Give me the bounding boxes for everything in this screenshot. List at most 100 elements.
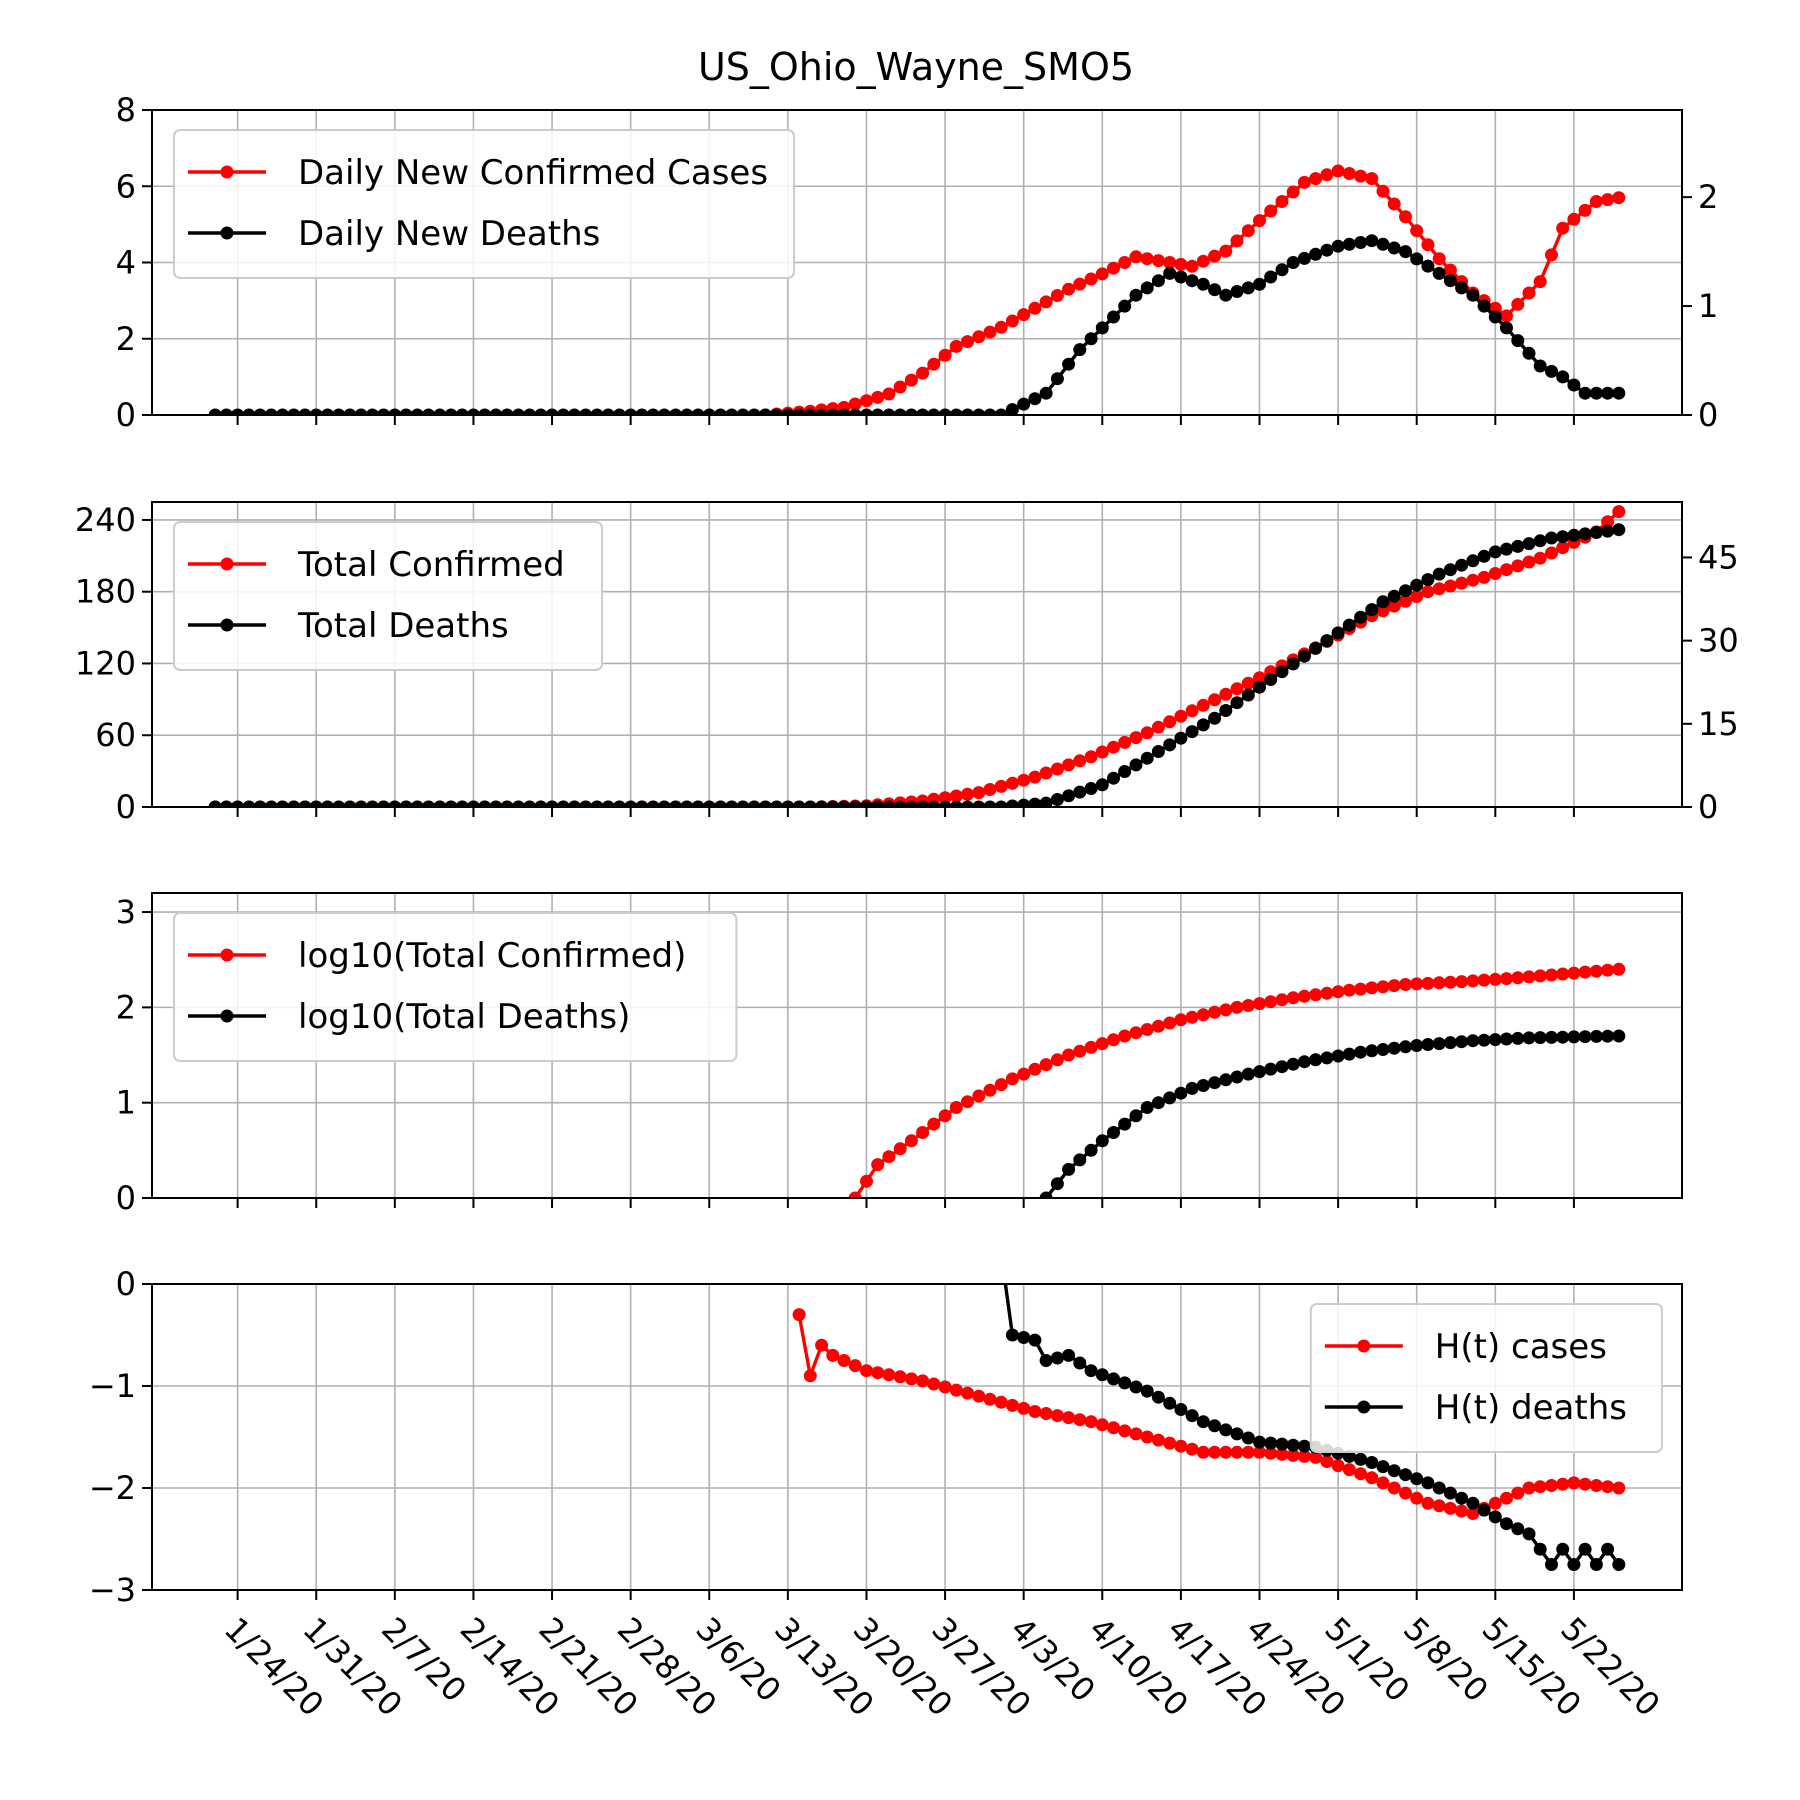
data-point	[904, 800, 918, 807]
axes-frame	[151, 892, 1683, 1199]
axes-frame	[151, 1283, 1683, 1591]
data-point	[1005, 314, 1019, 328]
data-point	[1399, 245, 1412, 259]
data-point	[781, 408, 795, 415]
data-point	[1084, 1040, 1098, 1054]
data-point	[1208, 283, 1222, 297]
data-point	[1354, 1045, 1368, 1059]
data-point	[1533, 359, 1547, 373]
data-point	[916, 366, 930, 380]
legend: Daily New Confirmed Cases Daily New Death…	[173, 129, 795, 279]
data-point	[1140, 726, 1154, 740]
x-tick-label: 5/8/20	[1396, 1610, 1496, 1710]
data-point	[1612, 1481, 1626, 1495]
data-point	[792, 1308, 806, 1322]
data-point	[691, 800, 705, 807]
data-point	[1050, 372, 1064, 386]
data-point	[1533, 1542, 1547, 1556]
data-point	[1410, 1472, 1424, 1486]
data-point	[983, 325, 997, 339]
data-point	[1522, 555, 1536, 569]
legend-box	[173, 912, 738, 1062]
data-point	[1062, 1048, 1076, 1062]
data-point	[1050, 289, 1064, 302]
data-point	[624, 800, 638, 807]
data-point	[949, 1101, 963, 1114]
data-point	[1556, 530, 1570, 544]
data-point	[1118, 1029, 1132, 1043]
data-point	[1612, 1558, 1626, 1571]
data-point	[1567, 378, 1581, 392]
data-point	[410, 800, 424, 807]
data-point	[826, 1348, 840, 1362]
series-h-t-cases	[792, 1308, 1626, 1520]
y-tick-label-right: 0	[1698, 788, 1718, 826]
data-point	[1174, 709, 1188, 723]
data-point	[410, 408, 424, 415]
data-point	[1140, 1384, 1154, 1398]
data-point	[1196, 254, 1210, 268]
data-point	[736, 408, 750, 415]
data-point	[1118, 1424, 1132, 1438]
data-point	[1421, 1038, 1435, 1051]
data-point	[916, 800, 930, 807]
data-point	[893, 408, 907, 415]
data-point	[1073, 1356, 1087, 1370]
data-point	[916, 1126, 930, 1139]
data-point	[1421, 976, 1435, 990]
data-point	[1118, 256, 1132, 269]
data-point	[1107, 310, 1120, 324]
data-point	[568, 800, 581, 807]
data-point	[1185, 704, 1199, 718]
data-point	[309, 800, 323, 807]
data-point	[1443, 1486, 1457, 1500]
data-point	[1039, 386, 1053, 400]
data-point	[1107, 771, 1120, 785]
data-point	[1432, 1499, 1446, 1513]
data-point	[1545, 1558, 1558, 1571]
data-point	[1331, 985, 1345, 999]
data-point	[1219, 1423, 1233, 1437]
data-point	[1264, 270, 1278, 284]
data-point	[1612, 191, 1626, 205]
data-point	[927, 408, 941, 415]
data-point	[758, 408, 772, 415]
data-point	[1208, 693, 1222, 707]
data-point	[826, 800, 840, 807]
data-point	[1208, 711, 1222, 725]
data-point	[803, 800, 817, 807]
data-point	[1219, 704, 1233, 717]
data-point	[1163, 1396, 1177, 1410]
data-point	[1589, 1029, 1603, 1043]
legend-marker	[1357, 1400, 1371, 1414]
data-point	[1320, 168, 1334, 182]
data-point	[1309, 247, 1323, 261]
data-point	[860, 408, 873, 415]
data-point	[1005, 776, 1019, 790]
data-point	[1511, 1486, 1525, 1500]
y-tick-label-right: 45	[1698, 538, 1739, 576]
data-point	[680, 408, 694, 415]
data-point	[725, 408, 739, 415]
data-point	[1286, 657, 1300, 671]
legend-marker	[220, 1009, 234, 1023]
data-point	[354, 800, 368, 807]
data-point	[994, 779, 1008, 793]
data-point	[1477, 1033, 1491, 1047]
data-point	[1545, 531, 1558, 545]
data-point	[1477, 570, 1491, 584]
data-point	[1399, 1486, 1412, 1500]
data-point	[983, 1083, 997, 1097]
data-point	[1174, 1013, 1188, 1027]
data-point	[1264, 673, 1278, 686]
data-point	[1118, 735, 1132, 749]
legend-label: Daily New Confirmed Cases	[298, 153, 768, 193]
data-point	[1342, 983, 1356, 997]
y-tick-label-left: 1	[116, 1084, 136, 1122]
data-point	[1163, 738, 1177, 752]
data-point	[1488, 545, 1502, 559]
data-point	[612, 800, 626, 807]
data-point	[871, 800, 885, 807]
data-point	[1556, 1477, 1570, 1491]
data-point	[1443, 274, 1457, 288]
